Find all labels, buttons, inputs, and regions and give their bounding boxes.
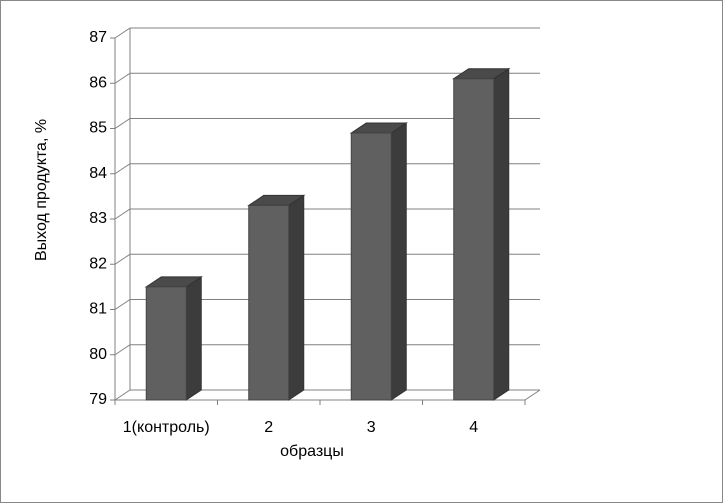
x-tick-label: 3 [367, 419, 376, 436]
grid-side [114, 208, 131, 220]
y-tick-label: 82 [89, 255, 107, 272]
x-tick-label: 1(контроль) [123, 419, 210, 436]
grid-side [114, 118, 131, 129]
y-axis-label: Выход продукта, % [33, 119, 50, 261]
y-tick-label: 84 [89, 165, 107, 182]
x-tick-label: 2 [264, 419, 273, 436]
grid-side [114, 27, 131, 39]
x-axis-label: образцы [280, 443, 344, 460]
bar-side [390, 122, 407, 401]
grid-side [114, 253, 131, 265]
y-tick-label: 86 [89, 74, 107, 91]
y-tick-label: 87 [89, 29, 107, 46]
y-tick-label: 83 [89, 210, 107, 227]
bar [350, 132, 392, 401]
bar [453, 78, 495, 401]
y-tick-label: 79 [89, 391, 107, 408]
bar [145, 286, 187, 401]
grid-side [114, 299, 131, 310]
grid-side [114, 163, 131, 175]
floor-right [524, 389, 541, 401]
y-tick-label: 81 [89, 301, 107, 318]
y-tick-label: 85 [89, 120, 107, 137]
bar-side [493, 67, 510, 401]
bar-side [288, 194, 305, 401]
grid-side [114, 389, 131, 401]
grid-side [114, 344, 131, 356]
bar-side [185, 275, 202, 401]
grid-side [114, 72, 131, 84]
bar [248, 204, 290, 401]
x-tick-label: 4 [469, 419, 478, 436]
y-tick-label: 80 [89, 346, 107, 363]
